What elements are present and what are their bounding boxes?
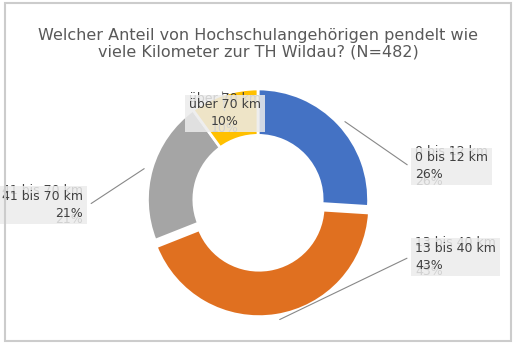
Wedge shape: [258, 89, 368, 206]
Text: über 70 km: über 70 km: [189, 92, 261, 105]
Text: 0 bis 12 km: 0 bis 12 km: [415, 145, 488, 158]
Wedge shape: [193, 89, 258, 148]
Text: 0 bis 12 km
26%: 0 bis 12 km 26%: [415, 151, 488, 181]
Wedge shape: [156, 210, 369, 316]
Text: 21%: 21%: [56, 213, 83, 226]
Text: Welcher Anteil von Hochschulangehörigen pendelt wie
viele Kilometer zur TH Wilda: Welcher Anteil von Hochschulangehörigen …: [38, 28, 478, 60]
Text: 10%: 10%: [211, 121, 239, 135]
Text: 41 bis 70 km: 41 bis 70 km: [2, 184, 83, 197]
Text: 13 bis 40 km: 13 bis 40 km: [415, 236, 496, 249]
Text: über 70 km
10%: über 70 km 10%: [189, 98, 261, 128]
Wedge shape: [148, 110, 220, 240]
Text: 26%: 26%: [415, 175, 443, 187]
Text: 13 bis 40 km
43%: 13 bis 40 km 43%: [415, 242, 496, 272]
Text: 43%: 43%: [415, 265, 443, 278]
Text: 41 bis 70 km
21%: 41 bis 70 km 21%: [2, 190, 83, 220]
